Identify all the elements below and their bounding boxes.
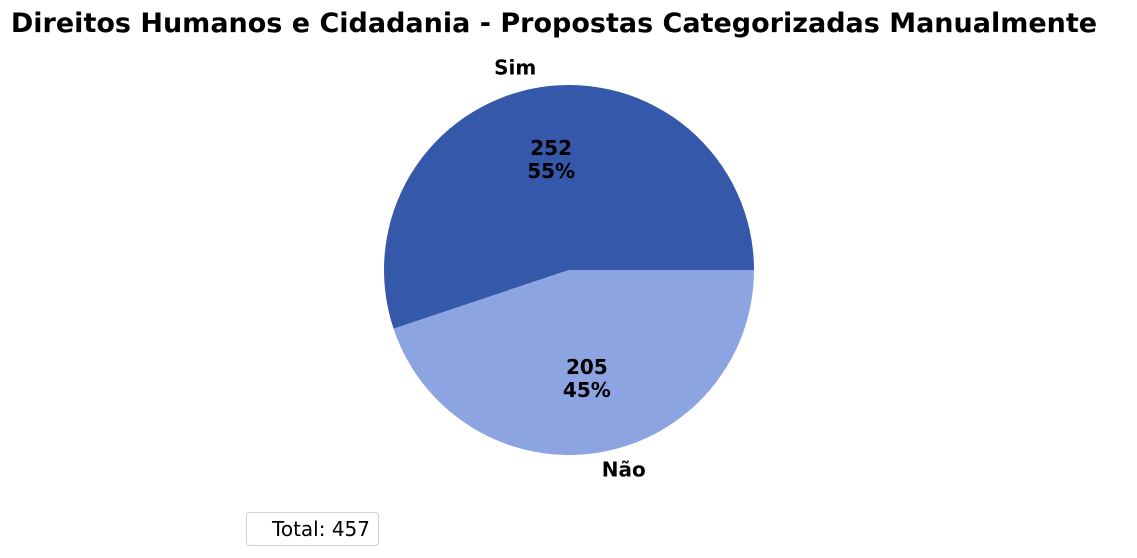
slice-value-label: 205: [566, 355, 608, 379]
slice-value-label: 252: [530, 136, 572, 160]
pie-slices: [384, 85, 754, 456]
pie-slice-1: [393, 270, 754, 456]
pie-slice-0: [384, 85, 754, 329]
slice-percent-label: 55%: [527, 159, 575, 183]
total-legend-text: Total: 457: [272, 517, 370, 541]
total-legend: Total: 457: [246, 512, 379, 546]
chart-title: Direitos Humanos e Cidadania - Propostas…: [11, 8, 1097, 39]
slice-percent-label: 45%: [563, 378, 611, 402]
slice-category-label: Sim: [494, 56, 536, 80]
slice-category-label: Não: [602, 457, 646, 481]
